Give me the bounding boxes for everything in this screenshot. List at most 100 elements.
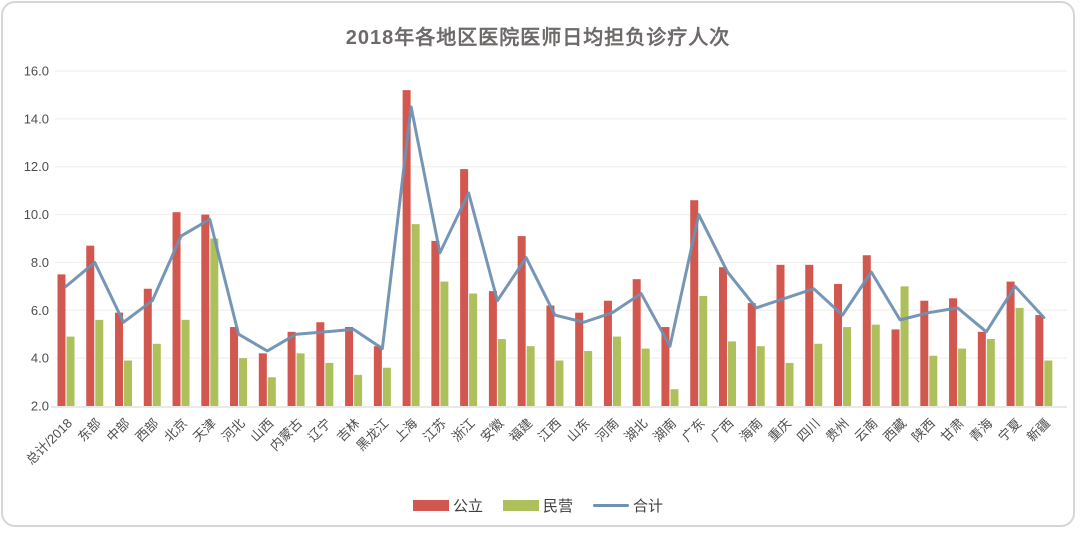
public-bar [834, 283, 843, 406]
x-category-label: 陕西 [909, 416, 938, 445]
public-bar [345, 327, 354, 406]
private-bar [526, 346, 535, 406]
x-category-label: 湖北 [621, 416, 650, 445]
public-bar [431, 240, 440, 406]
public-bar [1006, 281, 1015, 406]
x-category-label: 新疆 [1024, 416, 1053, 445]
public-bar [517, 236, 526, 406]
private-bar [756, 346, 765, 406]
public-bar [373, 346, 382, 406]
legend-item-private: 民营 [502, 495, 573, 516]
public-bar [949, 298, 958, 406]
legend-item-public: 公立 [412, 495, 483, 516]
public-bar [776, 264, 785, 406]
public-bar [172, 212, 181, 406]
private-bar [641, 348, 650, 406]
public-bar [747, 303, 756, 406]
private-bar [296, 353, 305, 406]
legend-label-public: 公立 [452, 498, 483, 515]
y-tick-label: 12.0 [24, 159, 49, 174]
x-category-label: 东部 [75, 416, 104, 445]
x-category-label: 甘肃 [938, 416, 967, 445]
x-category-label: 西藏 [880, 416, 909, 445]
public-bar [920, 300, 929, 406]
x-category-label: 四川 [794, 416, 823, 445]
private-bar [152, 343, 161, 406]
chart-legend: 公立 民营 合计 [3, 495, 1073, 516]
y-tick-label: 10.0 [24, 207, 49, 222]
public-bar [258, 353, 267, 406]
private-bar [612, 336, 621, 406]
private-bar [382, 367, 391, 406]
public-bar [488, 291, 497, 406]
legend-item-total: 合计 [593, 495, 663, 516]
public-bar [316, 322, 325, 406]
y-tick-label: 4.0 [31, 351, 49, 366]
y-tick-label: 16.0 [24, 64, 49, 79]
x-category-label: 宁夏 [995, 416, 1024, 445]
chart-title: 2018年各地区医院医师日均担负诊疗人次 [345, 27, 731, 49]
private-bar [1044, 360, 1053, 406]
x-category-label: 天津 [190, 416, 219, 445]
public-bar [546, 305, 555, 406]
x-category-label: 内蒙古 [267, 416, 305, 454]
x-category-label: 福建 [506, 416, 535, 445]
total-line-swatch-icon [593, 504, 629, 507]
public-bar [86, 245, 95, 406]
x-category-label: 河北 [219, 416, 248, 445]
private-bar [727, 341, 736, 406]
public-bar [862, 255, 871, 406]
private-bar [929, 355, 938, 406]
private-bar [958, 348, 967, 406]
public-bar [603, 300, 612, 406]
x-category-label: 北京 [161, 416, 190, 445]
public-bar [805, 264, 814, 406]
y-tick-label: 2.0 [31, 399, 49, 414]
private-bar [555, 360, 564, 406]
x-category-label: 重庆 [765, 416, 794, 445]
private-bar [239, 358, 248, 406]
private-bar [354, 374, 363, 406]
legend-label-private: 民营 [542, 498, 573, 515]
public-bar [287, 331, 296, 406]
private-bar [986, 339, 995, 406]
private-bar [181, 319, 190, 406]
private-bar [699, 295, 708, 406]
x-category-label: 江西 [535, 416, 564, 445]
x-category-label: 贵州 [823, 416, 852, 445]
x-category-label: 浙江 [449, 416, 478, 445]
private-bar [210, 238, 219, 406]
x-category-label: 山东 [564, 416, 593, 445]
public-bar [143, 288, 152, 406]
total-line [64, 105, 1046, 353]
y-tick-label: 8.0 [31, 255, 49, 270]
public-bar [977, 331, 986, 406]
x-category-label: 安徽 [478, 416, 507, 445]
x-category-label: 广西 [708, 416, 737, 445]
x-category-label: 西部 [132, 416, 161, 445]
private-bar [95, 319, 104, 406]
public-bar [575, 312, 584, 406]
x-category-label: 总计/2018 [23, 416, 75, 468]
private-bar [66, 336, 75, 406]
public-bar [460, 169, 469, 406]
public-bar [115, 312, 124, 406]
private-bar [440, 281, 449, 406]
x-category-label: 黑龙江 [353, 416, 391, 454]
private-bar [670, 389, 679, 406]
private-bar-swatch-icon [502, 500, 539, 511]
x-category-label: 河南 [593, 416, 622, 445]
private-bar [497, 339, 506, 406]
legend-label-total: 合计 [633, 498, 664, 515]
x-category-label: 中部 [104, 416, 133, 445]
x-category-label: 云南 [851, 416, 880, 445]
private-bar [1015, 307, 1024, 406]
public-bar-swatch-icon [412, 500, 449, 511]
x-category-label: 广东 [679, 416, 708, 445]
public-bar [661, 327, 670, 406]
private-bar [267, 377, 276, 406]
private-bar [814, 343, 823, 406]
private-bar [843, 327, 852, 406]
public-bar [891, 329, 900, 406]
public-bar [402, 90, 411, 407]
